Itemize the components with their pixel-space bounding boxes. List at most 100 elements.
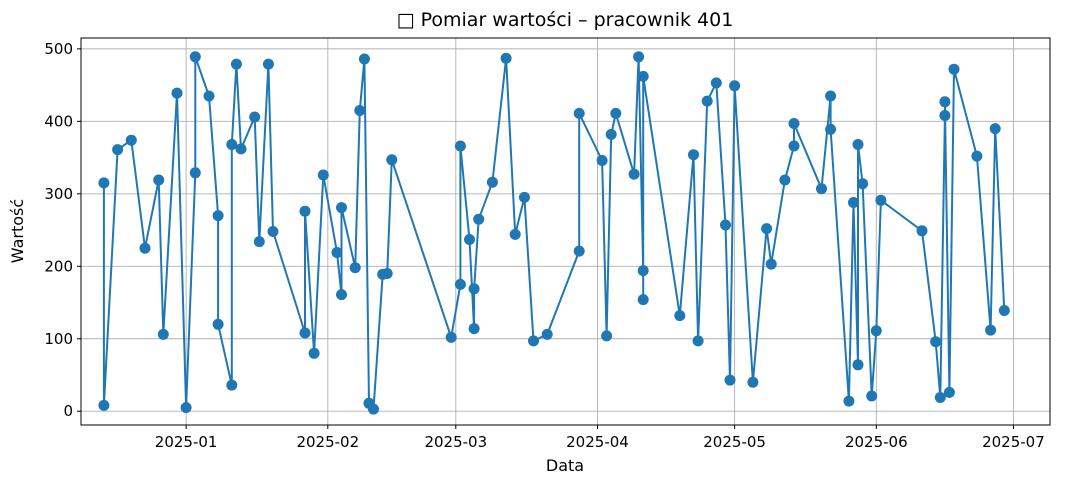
data-point-marker bbox=[843, 395, 855, 407]
data-point-marker bbox=[368, 403, 379, 415]
data-point-marker bbox=[381, 268, 393, 279]
data-point-marker bbox=[153, 174, 165, 186]
x-tick-label: 2025-05 bbox=[703, 433, 766, 451]
data-point-marker bbox=[765, 258, 777, 270]
data-point-marker bbox=[299, 327, 311, 339]
data-point-marker bbox=[998, 305, 1010, 316]
y-tick-label: 300 bbox=[44, 185, 73, 203]
data-point-marker bbox=[473, 213, 485, 225]
x-tick-label: 2025-07 bbox=[982, 433, 1045, 451]
data-point-marker bbox=[848, 197, 859, 208]
grid-lines bbox=[81, 38, 1050, 425]
data-point-marker bbox=[299, 205, 311, 217]
data-point-marker bbox=[349, 262, 361, 274]
y-axis-label: Wartość bbox=[8, 199, 27, 263]
data-point-marker bbox=[948, 63, 960, 75]
data-point-marker bbox=[628, 168, 640, 180]
data-point-marker bbox=[386, 154, 398, 166]
data-point-marker bbox=[500, 52, 512, 64]
data-point-marker bbox=[468, 323, 480, 335]
data-point-marker bbox=[98, 399, 110, 411]
x-tick-label: 2025-06 bbox=[845, 433, 908, 451]
data-point-marker bbox=[674, 310, 686, 322]
data-point-marker bbox=[454, 140, 466, 152]
data-point-marker bbox=[943, 386, 955, 398]
data-point-marker bbox=[916, 225, 928, 237]
y-tick-label: 100 bbox=[44, 330, 73, 348]
data-point-marker bbox=[189, 51, 201, 63]
data-point-marker bbox=[724, 374, 736, 386]
series-line-layer bbox=[102, 55, 1006, 411]
data-point-marker bbox=[267, 226, 279, 237]
data-point-marker bbox=[112, 144, 124, 156]
x-tick-label: 2025-04 bbox=[566, 433, 629, 451]
data-point-marker bbox=[633, 51, 645, 63]
data-point-marker bbox=[637, 294, 649, 306]
y-tick-label: 500 bbox=[44, 40, 73, 58]
data-point-marker bbox=[866, 390, 878, 402]
data-point-marker bbox=[203, 90, 215, 102]
data-point-marker bbox=[857, 178, 869, 190]
data-point-marker bbox=[226, 139, 238, 150]
data-point-marker bbox=[336, 202, 347, 214]
data-point-marker bbox=[939, 110, 951, 121]
data-point-marker bbox=[317, 169, 329, 181]
plot-area-frame bbox=[80, 37, 1051, 426]
data-point-marker bbox=[701, 95, 713, 107]
data-point-marker bbox=[637, 70, 649, 82]
data-point-marker bbox=[98, 177, 110, 189]
data-point-marker bbox=[171, 87, 183, 99]
data-point-marker bbox=[212, 210, 224, 222]
data-point-marker bbox=[226, 379, 238, 391]
data-point-marker bbox=[596, 155, 608, 166]
data-point-marker bbox=[573, 107, 585, 119]
data-point-marker bbox=[468, 283, 480, 295]
data-point-marker bbox=[464, 234, 475, 245]
data-point-marker bbox=[139, 242, 151, 254]
data-point-marker bbox=[445, 331, 457, 343]
emoji-placeholder-icon: □ bbox=[397, 9, 415, 31]
data-point-marker bbox=[180, 402, 192, 414]
y-tick-label: 0 bbox=[63, 402, 73, 420]
data-point-marker bbox=[125, 134, 137, 146]
data-point-marker bbox=[235, 143, 247, 155]
data-point-marker bbox=[157, 328, 169, 340]
data-point-marker bbox=[788, 118, 800, 129]
data-point-marker bbox=[331, 247, 343, 258]
x-tick-label: 2025-01 bbox=[155, 433, 218, 451]
data-point-marker bbox=[601, 330, 613, 342]
y-tick-label: 200 bbox=[44, 257, 73, 275]
chart-title: □ Pomiar wartości – pracownik 401 bbox=[397, 9, 734, 31]
data-point-marker bbox=[358, 53, 370, 65]
data-point-marker bbox=[720, 219, 731, 231]
data-point-marker bbox=[710, 77, 722, 89]
data-point-marker bbox=[486, 176, 498, 188]
data-point-marker bbox=[573, 245, 585, 257]
data-point-marker bbox=[939, 96, 951, 108]
data-point-marker bbox=[989, 123, 1001, 135]
data-point-marker bbox=[788, 140, 800, 152]
data-point-marker bbox=[605, 128, 617, 140]
y-axis: 0 100 200 300 400 500 bbox=[44, 40, 81, 420]
data-point-marker bbox=[518, 191, 530, 203]
data-point-marker bbox=[230, 58, 242, 70]
data-point-marker bbox=[852, 139, 864, 150]
data-point-marker bbox=[971, 150, 983, 162]
data-point-marker bbox=[747, 376, 759, 388]
series-markers bbox=[98, 51, 1010, 415]
data-point-marker bbox=[528, 335, 539, 347]
data-point-marker bbox=[308, 347, 320, 359]
data-point-marker bbox=[253, 236, 265, 248]
x-axis-label: Data bbox=[546, 456, 584, 475]
data-point-marker bbox=[336, 289, 347, 301]
data-point-marker bbox=[354, 105, 366, 116]
data-point-marker bbox=[870, 325, 882, 337]
data-point-marker bbox=[934, 392, 946, 403]
data-point-marker bbox=[454, 278, 466, 290]
data-point-marker bbox=[729, 80, 741, 92]
series-line bbox=[102, 55, 1006, 411]
data-point-marker bbox=[692, 335, 704, 347]
data-point-marker bbox=[779, 174, 791, 186]
data-point-marker bbox=[610, 107, 622, 119]
